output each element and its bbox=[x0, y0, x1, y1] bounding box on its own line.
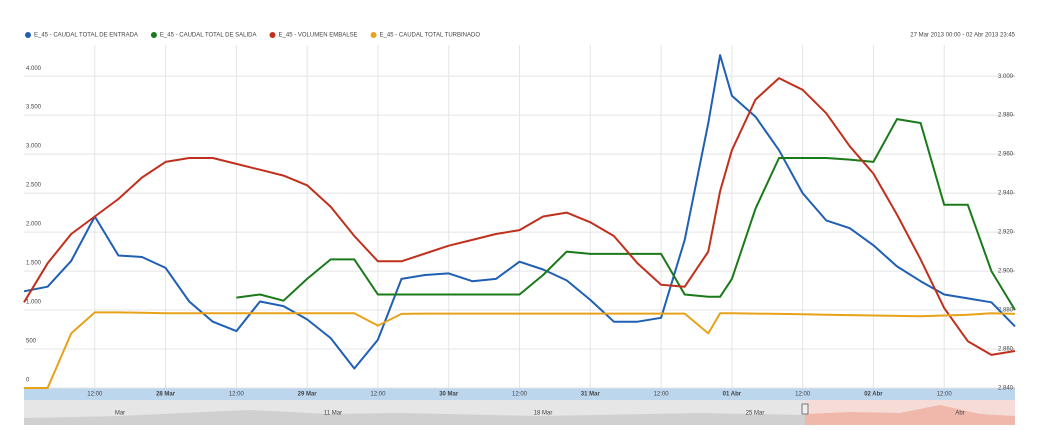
navigator-handle[interactable] bbox=[801, 403, 809, 415]
x-tick-label: 12:00 bbox=[512, 392, 528, 398]
x-tick-label: 30 Mar bbox=[439, 392, 459, 398]
y-tick-label: 500 bbox=[26, 339, 37, 345]
y-tick-label: 0 bbox=[26, 378, 30, 384]
navigator-label: 11 Mar bbox=[324, 411, 342, 417]
y-tick-label: 1.500 bbox=[26, 261, 42, 267]
legend-marker bbox=[25, 32, 31, 38]
y2-tick-label: 2.980 bbox=[998, 113, 1014, 119]
x-tick-label: 12:00 bbox=[937, 392, 953, 398]
series-line bbox=[236, 118, 1016, 311]
y2-tick-label: 2.840 bbox=[998, 386, 1014, 392]
y-tick-label: 4.000 bbox=[26, 66, 42, 72]
navigator-label: Abr bbox=[955, 411, 964, 417]
series-line bbox=[23, 77, 1016, 356]
legend-label: E_45 - CAUDAL TOTAL TURBINADO bbox=[380, 33, 481, 39]
x-tick-label: 12:00 bbox=[795, 392, 811, 398]
x-tick-label: 28 Mar bbox=[156, 392, 176, 398]
legend-label: E_45 - CAUDAL TOTAL DE ENTRADA bbox=[34, 33, 138, 39]
y2-tick-label: 2.860 bbox=[998, 347, 1014, 353]
y2-tick-label: 2.960 bbox=[998, 152, 1014, 158]
y-tick-label: 2.000 bbox=[26, 222, 42, 228]
legend-marker bbox=[150, 32, 157, 38]
y2-tick-label: 2.940 bbox=[998, 191, 1014, 197]
series-line bbox=[23, 54, 1016, 370]
legend-marker bbox=[370, 32, 377, 38]
navigator-label: 18 Mar bbox=[534, 411, 553, 417]
y-tick-label: 3.500 bbox=[26, 105, 42, 111]
y-tick-label: 1.000 bbox=[26, 300, 42, 306]
navigator-label: 25 Mar bbox=[746, 411, 765, 417]
y2-tick-label: 2.920 bbox=[998, 230, 1014, 236]
x-tick-label: 01 Abr bbox=[723, 392, 742, 398]
x-tick-label: 12:00 bbox=[370, 392, 386, 398]
x-axis-band bbox=[24, 388, 1015, 400]
legend-marker bbox=[269, 32, 276, 38]
x-tick-label: 29 Mar bbox=[298, 392, 318, 398]
y2-tick-label: 2.880 bbox=[998, 308, 1014, 314]
navigator-series bbox=[24, 410, 805, 425]
navigator-label: Mar bbox=[115, 411, 125, 417]
x-tick-label: 12:00 bbox=[229, 392, 245, 398]
date-range: 27 Mar 2013 00:00 - 02 Abr 2013 23:45 bbox=[910, 33, 1015, 39]
x-tick-label: 12:00 bbox=[87, 392, 103, 398]
y2-tick-label: 3.000 bbox=[998, 74, 1014, 80]
y2-tick-label: 2.900 bbox=[998, 269, 1014, 275]
y-tick-label: 3.000 bbox=[26, 144, 42, 150]
legend-label: E_45 - CAUDAL TOTAL DE SALIDA bbox=[160, 33, 257, 39]
navigator-selected-series bbox=[805, 405, 1015, 425]
legend-label: E_45 - VOLUMEN EMBALSE bbox=[279, 33, 358, 39]
series-line bbox=[24, 311, 1016, 389]
x-tick-label: 02 Abr bbox=[864, 392, 883, 398]
x-tick-label: 31 Mar bbox=[581, 392, 601, 398]
y-tick-label: 2.500 bbox=[26, 183, 42, 189]
x-tick-label: 12:00 bbox=[654, 392, 670, 398]
